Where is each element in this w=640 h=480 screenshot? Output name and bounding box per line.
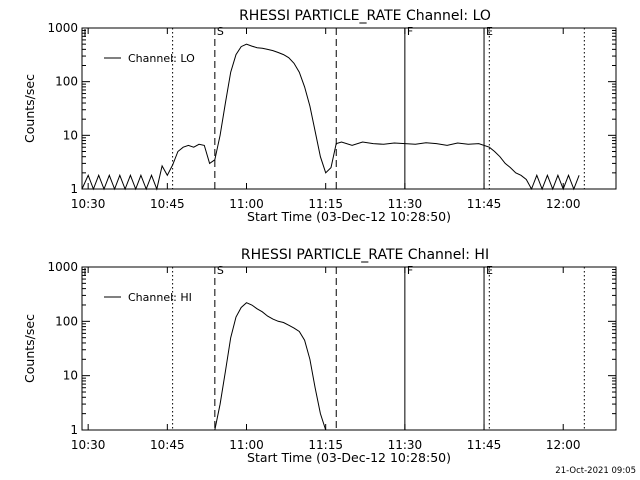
time-marker-label: E bbox=[486, 25, 493, 38]
x-tick-label: 10:45 bbox=[150, 197, 185, 211]
print-timestamp: 21-Oct-2021 09:05 bbox=[555, 466, 636, 476]
y-tick-label: 1000 bbox=[47, 21, 78, 35]
plot-frame bbox=[81, 27, 617, 190]
y-axis-label: Counts/sec bbox=[22, 74, 37, 143]
x-tick-label: 11:00 bbox=[229, 438, 264, 452]
x-tick-label: 11:15 bbox=[308, 197, 343, 211]
time-marker-label: E bbox=[486, 264, 493, 277]
x-tick-label: 12:00 bbox=[546, 438, 581, 452]
time-marker-label: F bbox=[407, 25, 413, 38]
chart-title: RHESSI PARTICLE_RATE Channel: LO bbox=[239, 8, 491, 24]
y-tick-label: 100 bbox=[55, 314, 78, 328]
x-tick-label: 11:30 bbox=[388, 438, 423, 452]
y-axis-label: Counts/sec bbox=[22, 314, 37, 383]
chart-title: RHESSI PARTICLE_RATE Channel: HI bbox=[241, 247, 489, 263]
x-axis-label: Start Time (03-Dec-12 10:28:50) bbox=[247, 209, 451, 224]
x-axis-label: Start Time (03-Dec-12 10:28:50) bbox=[247, 450, 451, 465]
x-tick-label: 10:30 bbox=[71, 438, 106, 452]
y-tick-label: 1 bbox=[70, 423, 78, 437]
x-tick-label: 11:00 bbox=[229, 197, 264, 211]
plot-frame bbox=[81, 266, 617, 431]
x-tick-label: 11:45 bbox=[467, 197, 502, 211]
y-tick-label: 100 bbox=[55, 75, 78, 89]
x-tick-label: 11:45 bbox=[467, 438, 502, 452]
time-marker-label: F bbox=[407, 264, 413, 277]
x-tick-label: 10:45 bbox=[150, 438, 185, 452]
x-tick-label: 12:00 bbox=[546, 197, 581, 211]
legend-label: Channel: LO bbox=[128, 52, 195, 65]
x-tick-label: 11:15 bbox=[308, 438, 343, 452]
time-marker-label: S bbox=[217, 25, 224, 38]
x-tick-label: 10:30 bbox=[71, 197, 106, 211]
legend-label: Channel: HI bbox=[128, 291, 192, 304]
y-tick-label: 10 bbox=[63, 369, 78, 383]
y-tick-label: 1 bbox=[70, 182, 78, 196]
y-tick-label: 10 bbox=[63, 128, 78, 142]
series-line bbox=[214, 302, 327, 431]
series-line bbox=[81, 43, 580, 191]
y-tick-label: 1000 bbox=[47, 260, 78, 274]
x-tick-label: 11:30 bbox=[388, 197, 423, 211]
time-marker-label: S bbox=[217, 264, 224, 277]
